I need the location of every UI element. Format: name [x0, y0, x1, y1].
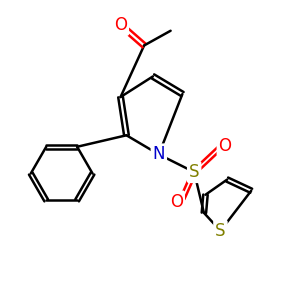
Text: S: S [215, 222, 226, 240]
Text: S: S [189, 163, 200, 181]
Text: N: N [153, 146, 165, 164]
Text: O: O [114, 16, 127, 34]
Text: O: O [170, 193, 183, 211]
Text: O: O [219, 136, 232, 154]
